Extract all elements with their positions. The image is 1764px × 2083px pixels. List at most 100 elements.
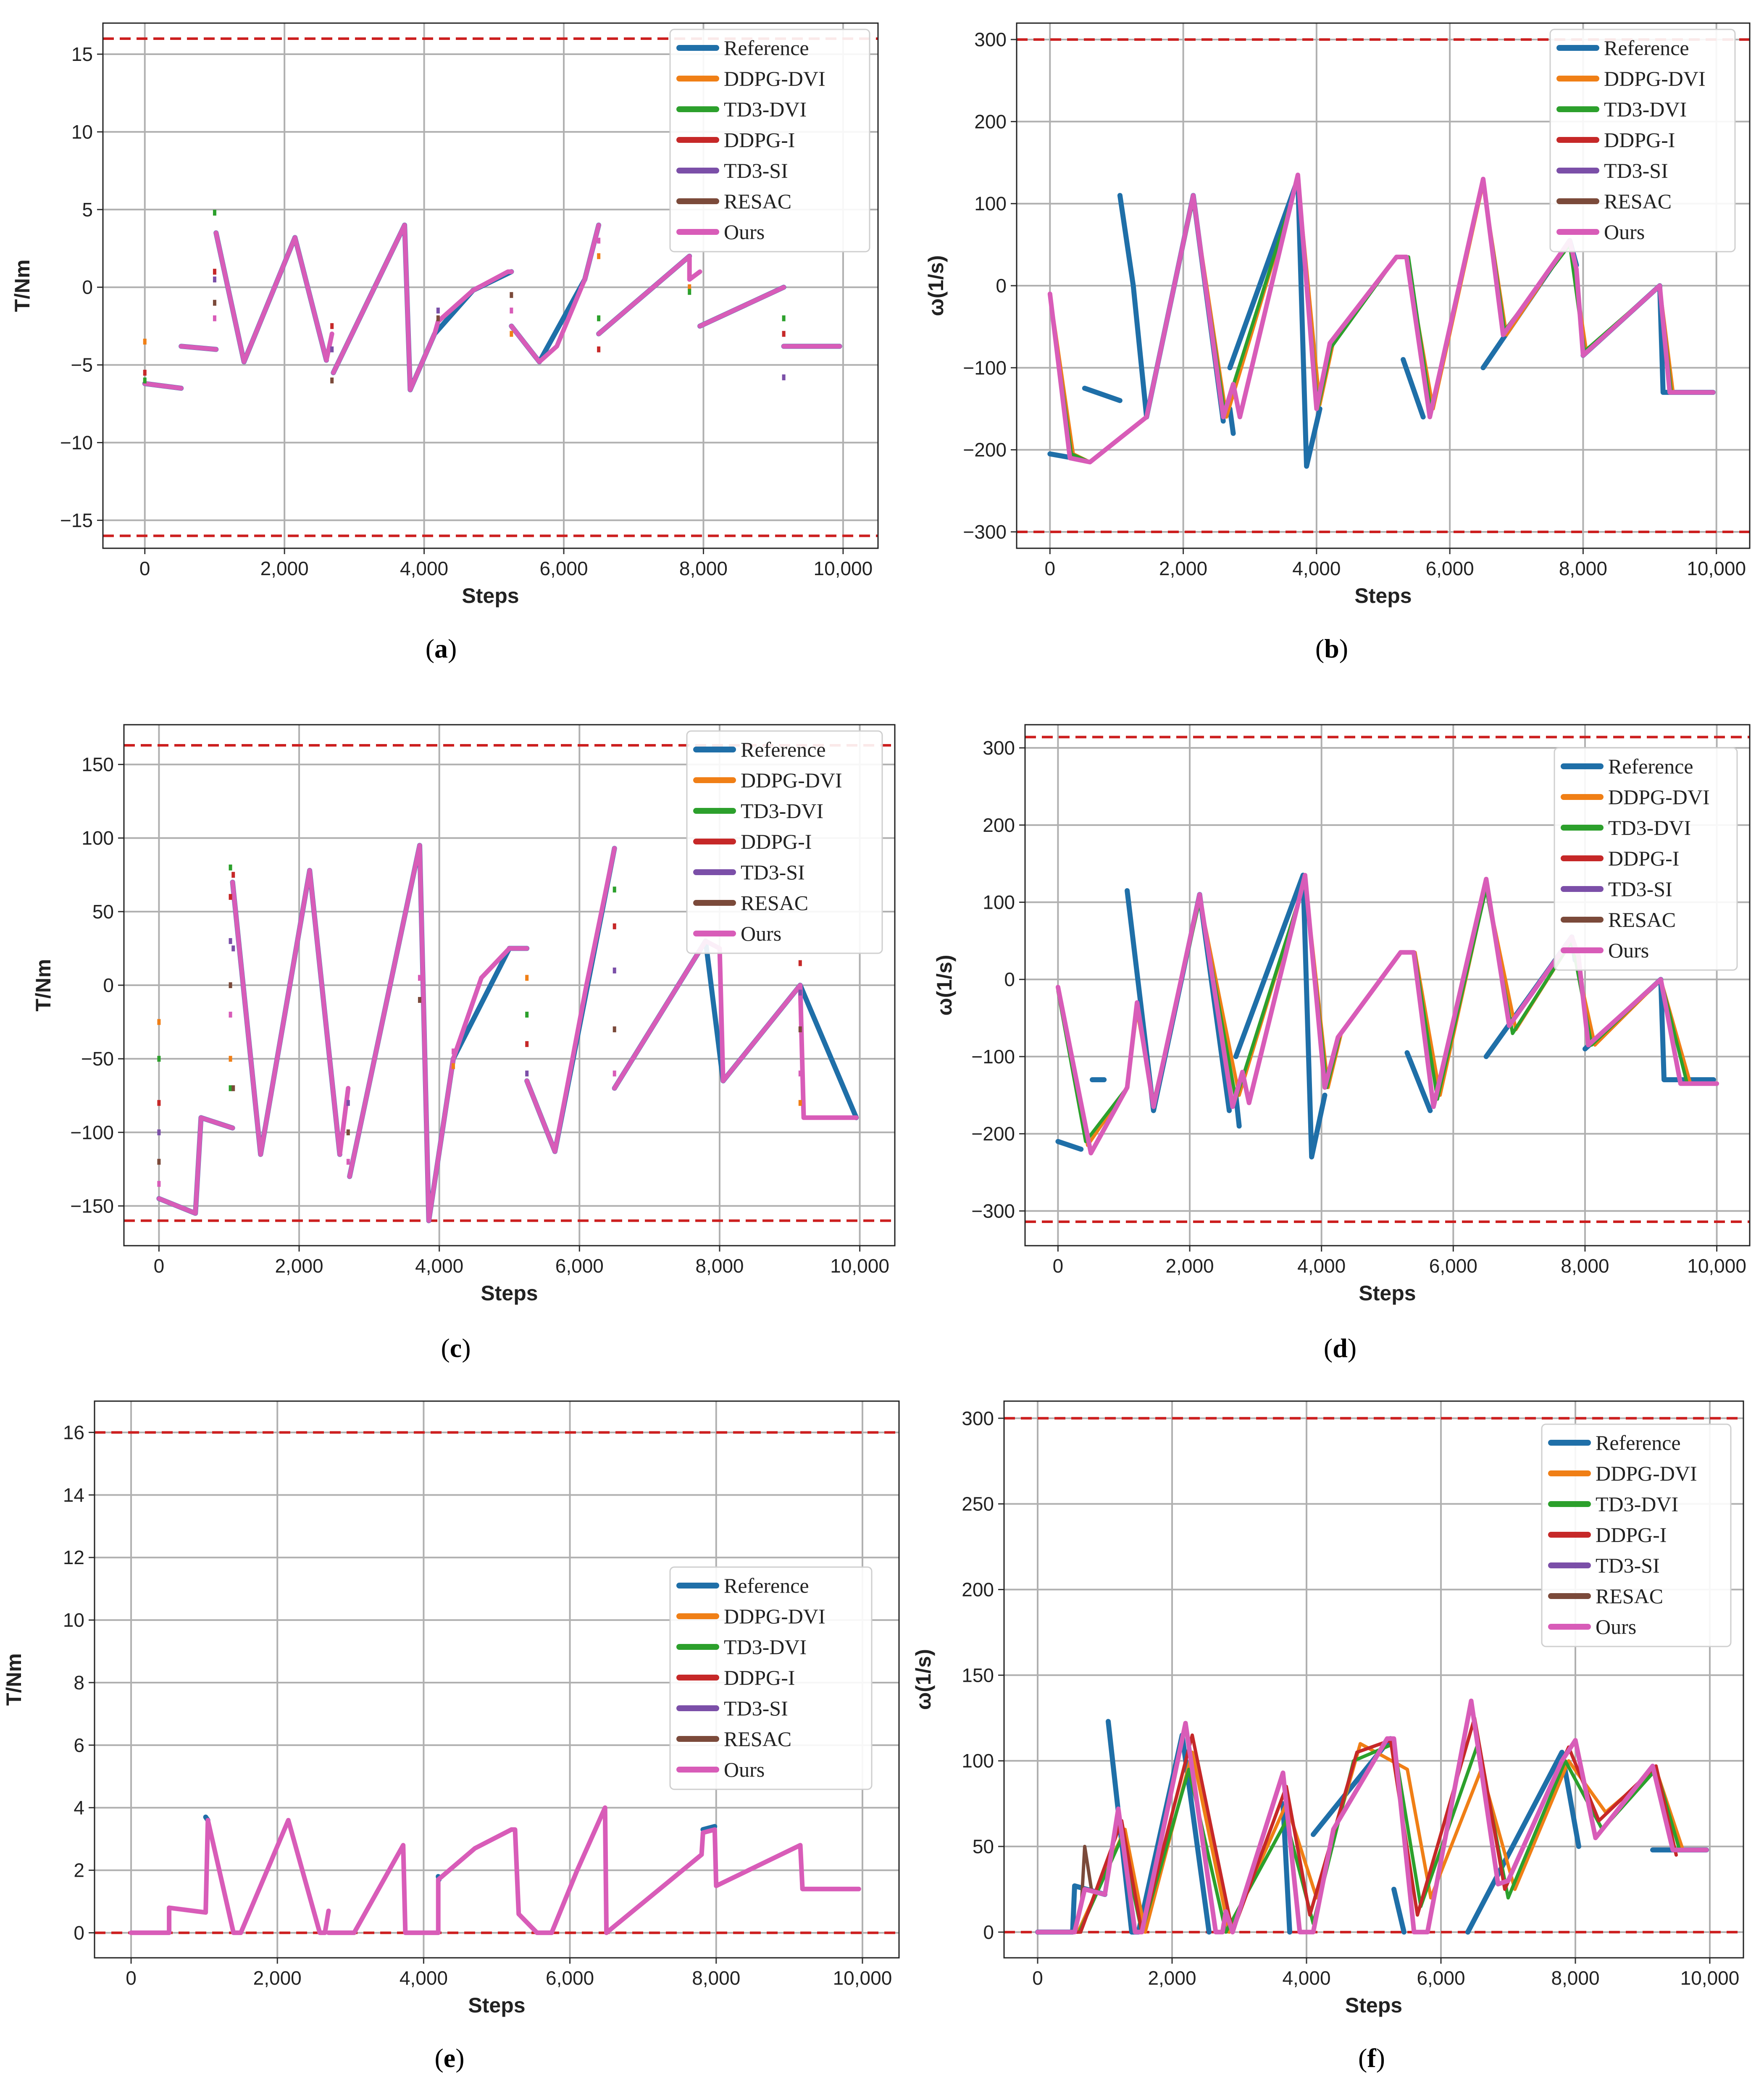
series-group — [129, 1805, 861, 1935]
x-axis-label: Steps — [481, 1281, 538, 1305]
series-line-ours — [179, 344, 218, 352]
series-line-ours — [142, 381, 184, 391]
legend-label: DDPG-I — [1596, 1523, 1667, 1546]
x-tick-label: 10,000 — [814, 558, 873, 579]
transient-dot — [418, 997, 421, 1003]
series-line-reference — [1227, 176, 1322, 469]
legend-label: Ours — [1604, 220, 1645, 244]
x-tick-label: 6,000 — [1426, 558, 1474, 579]
legend-label: TD3-DVI — [1604, 97, 1687, 121]
transient-dot — [157, 1056, 161, 1062]
x-tick-label: 4,000 — [1282, 1967, 1330, 1989]
x-tick-label: 0 — [1053, 1255, 1064, 1277]
legend-label: DDPG-I — [724, 128, 795, 152]
x-tick-label: 4,000 — [1297, 1255, 1346, 1277]
y-tick-label: 6 — [74, 1734, 84, 1756]
series-line-ours — [524, 846, 617, 1154]
x-axis-label: Steps — [468, 1994, 525, 2017]
y-tick-label: 100 — [962, 1750, 994, 1772]
legend-label: DDPG-DVI — [724, 67, 825, 90]
y-tick-label: −100 — [963, 357, 1007, 379]
x-tick-label: 8,000 — [1551, 1967, 1599, 1989]
transient-dot — [157, 1100, 161, 1106]
y-tick-label: 0 — [996, 275, 1007, 297]
legend-label: RESAC — [1608, 908, 1676, 931]
y-tick-label: −15 — [60, 509, 93, 531]
legend-label: Ours — [1596, 1615, 1636, 1639]
x-tick-label: 6,000 — [1429, 1255, 1477, 1277]
y-tick-label: 10 — [71, 121, 93, 143]
y-tick-label: −200 — [971, 1123, 1015, 1145]
x-tick-label: 10,000 — [1687, 1255, 1746, 1277]
legend-label: RESAC — [724, 189, 791, 213]
transient-dot — [782, 315, 786, 321]
y-tick-label: 0 — [74, 1922, 84, 1944]
legend-label: RESAC — [1596, 1584, 1663, 1608]
legend-label: Reference — [1604, 36, 1689, 60]
y-tick-label: 16 — [63, 1421, 84, 1443]
legend-label: Reference — [741, 738, 826, 761]
transient-dot — [229, 1085, 232, 1091]
legend-label: TD3-DVI — [741, 799, 823, 823]
series-line-ours — [156, 1115, 235, 1216]
y-axis-label: T/Nm — [2, 1653, 26, 1706]
transient-dot — [346, 1159, 350, 1165]
legend-label: TD3-DVI — [1608, 816, 1691, 839]
transient-dot — [510, 308, 513, 314]
x-tick-label: 8,000 — [1559, 558, 1607, 579]
transient-dot — [229, 982, 232, 988]
y-tick-label: 2 — [74, 1859, 84, 1881]
series-line-ours — [509, 223, 601, 364]
transient-dot — [231, 872, 235, 878]
x-tick-label: 2,000 — [1148, 1967, 1196, 1989]
x-tick-label: 2,000 — [253, 1967, 302, 1989]
transient-dot — [346, 1100, 350, 1106]
y-tick-label: 8 — [74, 1672, 84, 1694]
y-tick-label: 15 — [71, 43, 93, 65]
chart-e: 0 2,000 4,000 6,000 8,000 10,000 0 2 4 6 8 10 12 14 16… — [2, 1400, 900, 2073]
legend-label: RESAC — [724, 1727, 791, 1751]
transient-dot — [213, 315, 216, 321]
transient-dot — [143, 377, 147, 384]
legend-label: Reference — [1608, 755, 1693, 778]
y-tick-label: 100 — [81, 827, 114, 849]
legend-label: DDPG-DVI — [1604, 67, 1706, 90]
transient-dot — [510, 292, 513, 298]
y-tick-label: −100 — [971, 1046, 1015, 1068]
x-tick-label: 4,000 — [415, 1255, 463, 1277]
transient-dot — [229, 864, 232, 871]
transient-dot — [157, 1181, 161, 1187]
series-line-reference — [700, 1824, 718, 1832]
transient-dot — [613, 1070, 616, 1077]
y-tick-label: 0 — [103, 974, 114, 996]
y-tick-label: −5 — [71, 354, 93, 376]
x-tick-label: 10,000 — [833, 1967, 892, 1989]
transient-dot — [157, 1019, 161, 1025]
legend-label: TD3-SI — [741, 860, 805, 884]
legend-label: TD3-SI — [724, 159, 788, 182]
transient-dot — [452, 1063, 455, 1069]
transient-dot — [525, 1041, 529, 1047]
legend-label: TD3-SI — [1596, 1554, 1660, 1577]
series-line-reference — [1227, 406, 1236, 436]
transient-dot — [213, 268, 216, 275]
x-tick-label: 4,000 — [400, 1967, 448, 1989]
transient-dot — [213, 210, 216, 216]
y-tick-label: 14 — [63, 1484, 84, 1506]
series-line-ours — [230, 868, 351, 1157]
x-tick-label: 10,000 — [830, 1255, 889, 1277]
plot-frame — [1003, 1400, 1744, 1959]
transient-dot — [157, 1129, 161, 1136]
x-tick-label: 4,000 — [1292, 558, 1341, 579]
y-tick-label: 5 — [82, 199, 93, 221]
transient-dot — [782, 374, 786, 381]
chart-c: 0 2,000 4,000 6,000 8,000 10,000 −150 −100 −50 0 5… — [32, 724, 896, 1363]
transient-dot — [525, 1012, 529, 1018]
panel-caption: (d) — [1324, 1333, 1357, 1363]
transient-dot — [213, 300, 216, 306]
transient-dot — [597, 315, 601, 321]
x-axis-label: Steps — [462, 584, 519, 608]
x-tick-label: 6,000 — [546, 1967, 594, 1989]
chart-a: 0 2,000 4,000 6,000 8,000 10,000 −15 −10 −5 0 5 10 1… — [11, 22, 879, 663]
series-line-ours — [331, 223, 514, 392]
